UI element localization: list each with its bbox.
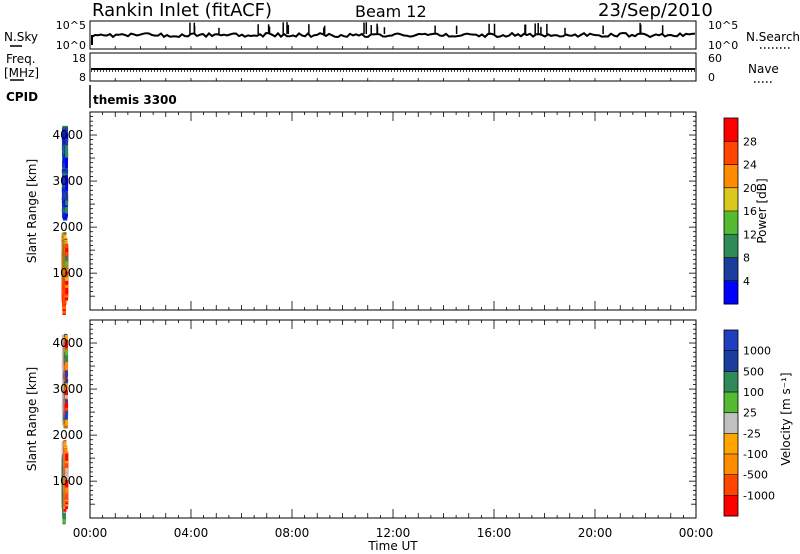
nsky-tick-right-top: 10^5 — [708, 19, 738, 32]
nsky-tick-left-top: 10^5 — [56, 19, 86, 32]
freq-tick-right-top: 60 — [708, 52, 722, 65]
nsky-spikes — [89, 22, 697, 81]
nsky-tick-left-bottom: 10^0 — [56, 39, 86, 52]
nsky-label: N.Sky — [4, 30, 38, 44]
nsearch-label: N.Search — [746, 30, 800, 44]
freq-tick-left-top: 18 — [72, 52, 86, 65]
nave-label: Nave — [748, 62, 779, 76]
freq-label-line1: Freq. — [6, 52, 36, 66]
freq-tick-left-bottom: 8 — [79, 71, 86, 84]
beam-label: Beam 12 — [355, 2, 427, 21]
freq-panel-frame — [89, 52, 697, 82]
echo-point — [63, 234, 67, 239]
freq-label-line2: [MHz] — [4, 66, 39, 80]
cpid-value: themis 3300 — [93, 93, 177, 107]
freq-tick-right-bottom: 0 — [708, 71, 715, 84]
nsky-tick-right-bottom: 10^0 — [708, 39, 738, 52]
cpid-label: CPID — [6, 90, 38, 104]
figure-title: Rankin Inlet (fitACF) — [92, 0, 272, 21]
date-label: 23/Sep/2010 — [598, 0, 713, 21]
nsky-line — [91, 31, 696, 45]
power-data-points — [61, 125, 69, 315]
